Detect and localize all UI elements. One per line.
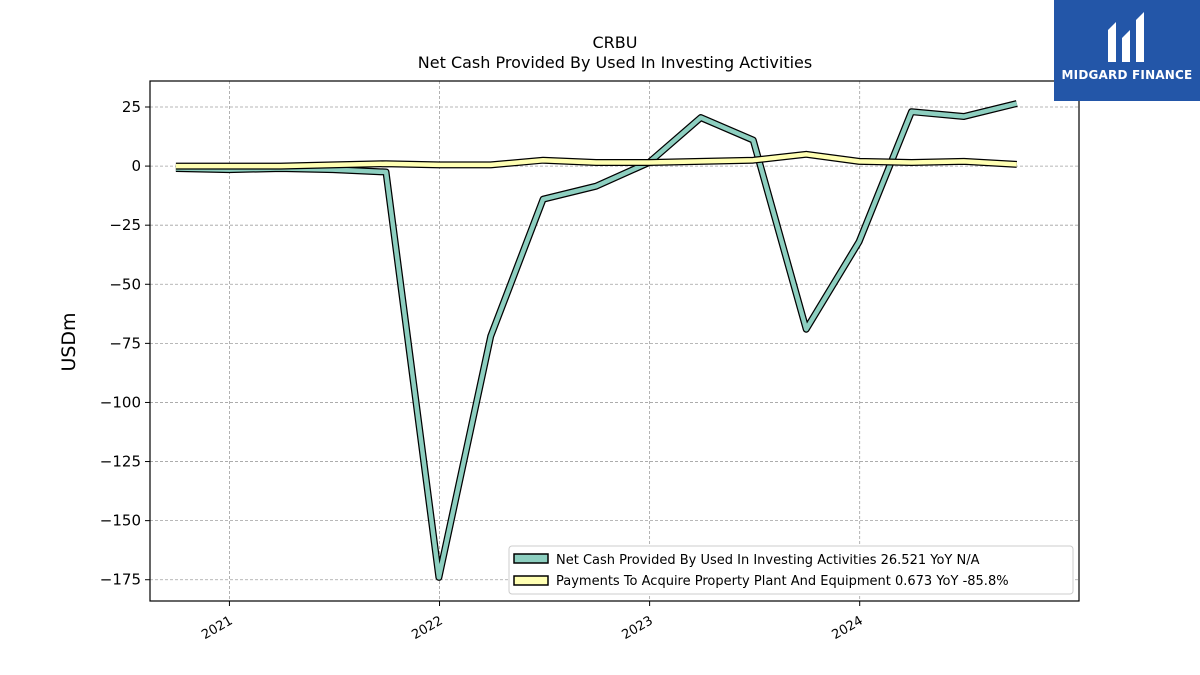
legend-box <box>508 545 1074 595</box>
x-tick-label: 2024 <box>830 613 866 643</box>
plot-frame <box>149 80 1080 602</box>
brand-logo: MIDGARD FINANCE <box>1054 0 1200 101</box>
y-axis-label: USDm <box>58 312 80 371</box>
y-tick-label: 25 <box>122 98 141 116</box>
y-tick-label: −150 <box>100 512 141 530</box>
y-tick-label: −75 <box>109 334 141 352</box>
y-tick-label: −100 <box>100 393 141 411</box>
series-line-capex <box>175 152 1017 169</box>
series-outline-net-cash <box>175 100 1018 581</box>
legend-label-net-cash: Net Cash Provided By Used In Investing A… <box>556 553 980 568</box>
y-axis-ticks: 25 0 −25 −50 −75 −100 −125 −150 −175 <box>100 98 150 589</box>
x-axis-ticks: 2021 2022 2023 2024 <box>199 601 866 643</box>
legend: Net Cash Provided By Used In Investing A… <box>508 545 1074 595</box>
brand-name: MIDGARD FINANCE <box>1061 68 1193 82</box>
chart-subtitle: Net Cash Provided By Used In Investing A… <box>418 53 812 72</box>
legend-swatch-capex <box>513 575 549 586</box>
y-tick-label: 0 <box>131 157 141 175</box>
logo-mark-icon <box>1108 12 1144 62</box>
chart-title: CRBU <box>593 33 638 52</box>
legend-label-capex: Payments To Acquire Property Plant And E… <box>556 574 1009 589</box>
x-tick-label: 2021 <box>199 613 235 643</box>
y-tick-label: −50 <box>109 275 141 293</box>
y-tick-label: −175 <box>100 571 141 589</box>
legend-swatch-net-cash <box>513 553 549 564</box>
y-tick-label: −25 <box>109 216 141 234</box>
series-line-net-cash <box>175 101 1018 580</box>
x-tick-label: 2023 <box>619 613 655 643</box>
x-tick-label: 2022 <box>409 613 445 643</box>
y-tick-label: −125 <box>100 453 141 471</box>
series-lines <box>175 100 1018 581</box>
